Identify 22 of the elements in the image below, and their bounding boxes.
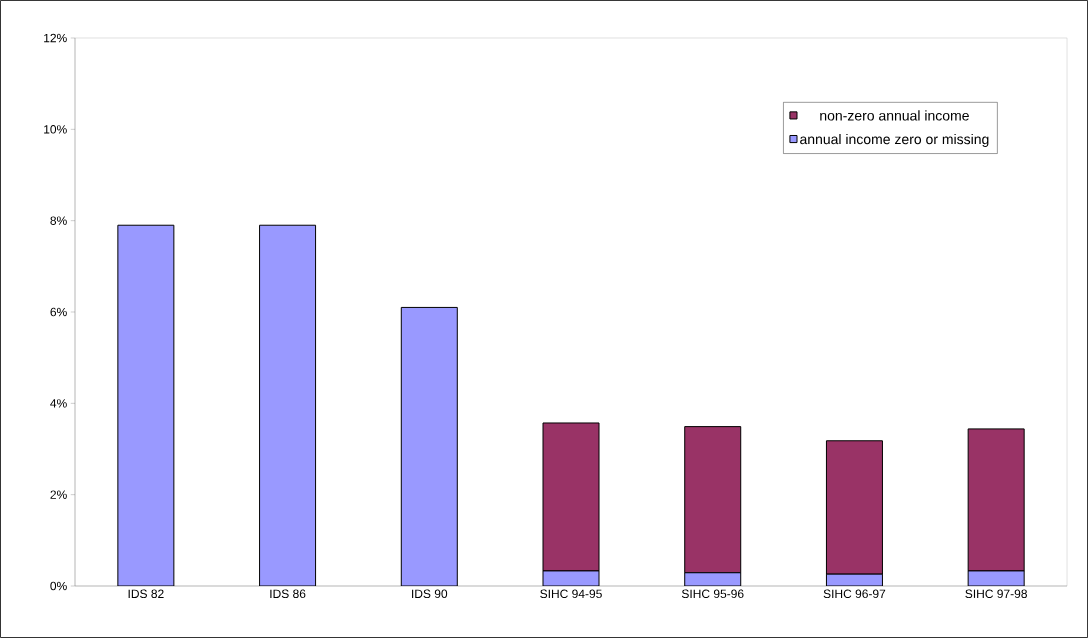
y-tick-label: 10% <box>44 125 67 134</box>
x-tick-label: IDS 90 <box>412 589 448 599</box>
x-tick-label: IDS 82 <box>128 589 164 599</box>
bar <box>825 440 883 575</box>
bar <box>542 422 600 572</box>
bar <box>400 306 458 586</box>
bar <box>259 224 317 586</box>
legend-label: annual income zero or missing <box>800 133 989 147</box>
x-tick-label: SIHC 94-95 <box>540 589 602 599</box>
x-tick-label: IDS 86 <box>270 589 306 599</box>
bar <box>117 224 175 586</box>
x-tick-label: SIHC 96-97 <box>823 589 886 599</box>
x-tick-label: SIHC 97-98 <box>965 589 1027 599</box>
y-tick-label: 6% <box>50 307 67 317</box>
bar <box>684 426 742 574</box>
y-tick-label: 8% <box>50 216 67 225</box>
x-tick-label: SIHC 95-96 <box>681 589 744 599</box>
legend-label: non-zero annual income <box>820 110 969 121</box>
y-tick-label: 12% <box>44 33 67 43</box>
y-tick-label: 0% <box>50 581 67 591</box>
y-tick-label: 4% <box>50 399 67 408</box>
y-tick-label: 2% <box>50 490 67 499</box>
